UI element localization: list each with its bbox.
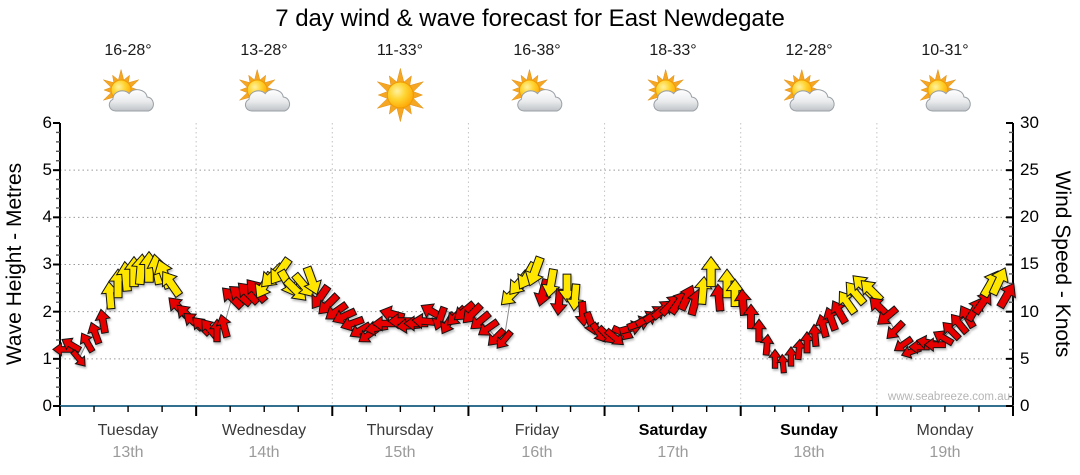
date-label-18th: 18th (793, 444, 825, 461)
temp-label-tuesday: 16-28° (104, 42, 152, 59)
cloud-shape (244, 89, 291, 112)
wind-arrow (807, 323, 823, 348)
left-tick-0: 0 (42, 396, 52, 415)
date-label-17th: 17th (657, 444, 689, 461)
page-title: 7 day wind & wave forecast for East Newd… (275, 5, 785, 32)
wind-arrow (996, 282, 1016, 310)
weather-icon-sun-cloud (647, 69, 699, 112)
left-tick-6: 6 (42, 113, 52, 132)
wind-arrow (751, 318, 767, 343)
sun-disc (386, 81, 414, 109)
wind-arrow (742, 303, 760, 330)
left-axis-title: Wave Height - Metres (3, 162, 26, 366)
wind-arrow (759, 333, 775, 356)
left-tick-5: 5 (42, 160, 52, 179)
wind-arrow (830, 300, 849, 325)
cloud-shape (653, 89, 699, 112)
left-tick-3: 3 (42, 254, 52, 273)
watermark: www.seabreeze.com.au (887, 391, 1010, 403)
wind-arrow (161, 270, 184, 299)
sun-rays (377, 68, 424, 122)
right-tick-20: 20 (1020, 207, 1039, 226)
right-tick-30: 30 (1020, 113, 1039, 132)
wind-arrow (886, 319, 906, 340)
wind-arrow (496, 329, 514, 349)
weather-icon-sun-cloud (103, 69, 154, 112)
left-tick-1: 1 (42, 349, 52, 368)
wind-arrow (950, 313, 970, 336)
right-tick-10: 10 (1020, 302, 1039, 321)
right-tick-0: 0 (1020, 396, 1030, 415)
temp-label-wednesday: 13-28° (240, 42, 288, 59)
wind-arrow (838, 290, 859, 316)
wind-arrow (79, 332, 96, 354)
wind-arrow (215, 313, 232, 339)
wind-arrow (379, 305, 406, 322)
cloud-shape (789, 89, 835, 112)
weather-icon-sun-cloud (511, 69, 563, 112)
temp-label-monday: 10-31° (921, 42, 969, 59)
date-label-19th: 19th (929, 444, 961, 461)
wind-arrow (302, 265, 322, 296)
temp-label-thursday: 11-33° (376, 42, 424, 59)
wind-arrow (540, 268, 561, 299)
day-label-wednesday: Wednesday (221, 422, 307, 439)
day-label-tuesday: Tuesday (97, 422, 159, 439)
date-label-14th: 14th (248, 444, 280, 461)
wind-arrow (524, 255, 545, 287)
left-tick-2: 2 (42, 302, 52, 321)
right-tick-25: 25 (1020, 160, 1039, 179)
day-label-monday: Monday (916, 422, 974, 439)
wind-arrow (923, 337, 946, 353)
left-tick-4: 4 (42, 207, 52, 226)
weather-icon-sun (377, 68, 424, 122)
wind-arrow (700, 255, 722, 288)
wind-arrow (61, 337, 83, 354)
weather-icon-sun-cloud (920, 69, 971, 112)
weather-icon-sun-cloud (239, 69, 291, 112)
cloud-shape (108, 89, 154, 112)
wind-arrow (877, 305, 900, 325)
wind-arrow (988, 267, 1009, 297)
wind-arrows-layer (52, 250, 1016, 374)
temp-label-friday: 16-38° (513, 42, 561, 59)
wind-arrow (94, 308, 111, 334)
day-label-saturday: Saturday (638, 422, 708, 439)
cloud-shape (517, 89, 563, 112)
date-label-15th: 15th (384, 444, 416, 461)
weather-icon-sun-cloud (783, 69, 835, 112)
temp-label-sunday: 12-28° (785, 42, 833, 59)
day-label-sunday: Sunday (780, 422, 838, 439)
wind-arrow (70, 349, 86, 367)
wind-arrow (87, 321, 103, 346)
temp-label-saturday: 18-33° (649, 42, 697, 59)
right-tick-15: 15 (1020, 254, 1039, 273)
right-axis-title: Wind Speed - Knots (1051, 170, 1074, 358)
date-label-16th: 16th (521, 444, 553, 461)
right-tick-5: 5 (1020, 349, 1030, 368)
cloud-shape (925, 89, 971, 112)
day-label-friday: Friday (514, 422, 560, 439)
day-label-thursday: Thursday (366, 422, 434, 439)
date-label-13th: 13th (112, 444, 144, 461)
